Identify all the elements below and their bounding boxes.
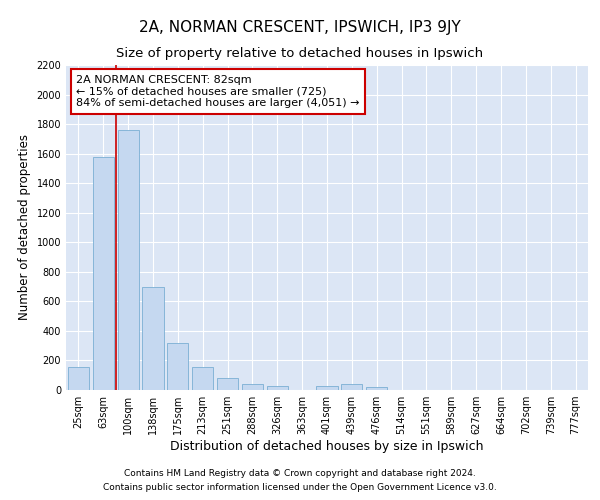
- Bar: [192, 367, 213, 390]
- Bar: [167, 344, 188, 390]
- Bar: [68, 367, 89, 390]
- Bar: [242, 384, 263, 390]
- Bar: [142, 286, 164, 390]
- Bar: [118, 130, 139, 390]
- Bar: [366, 388, 387, 390]
- Bar: [341, 384, 362, 390]
- Text: 2A NORMAN CRESCENT: 82sqm
← 15% of detached houses are smaller (725)
84% of semi: 2A NORMAN CRESCENT: 82sqm ← 15% of detac…: [76, 74, 360, 108]
- Y-axis label: Number of detached properties: Number of detached properties: [18, 134, 31, 320]
- X-axis label: Distribution of detached houses by size in Ipswich: Distribution of detached houses by size …: [170, 440, 484, 453]
- Bar: [93, 156, 114, 390]
- Bar: [267, 386, 288, 390]
- Bar: [217, 378, 238, 390]
- Text: Contains HM Land Registry data © Crown copyright and database right 2024.: Contains HM Land Registry data © Crown c…: [124, 468, 476, 477]
- Text: Size of property relative to detached houses in Ipswich: Size of property relative to detached ho…: [116, 48, 484, 60]
- Text: 2A, NORMAN CRESCENT, IPSWICH, IP3 9JY: 2A, NORMAN CRESCENT, IPSWICH, IP3 9JY: [139, 20, 461, 35]
- Bar: [316, 386, 338, 390]
- Text: Contains public sector information licensed under the Open Government Licence v3: Contains public sector information licen…: [103, 484, 497, 492]
